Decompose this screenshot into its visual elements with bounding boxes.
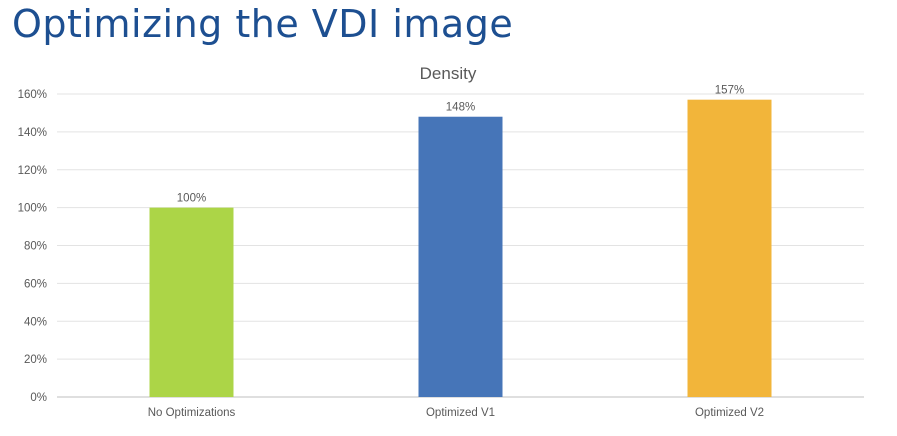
bar: [687, 99, 772, 398]
y-tick-label: 80%: [24, 241, 47, 253]
slide-title: Optimizing the VDI image: [12, 2, 514, 46]
y-axis: 0% 20% 40% 60% 80% 100% 120% 140% 160%: [18, 89, 47, 404]
y-tick-label: 120%: [18, 165, 47, 177]
x-tick-label: Optimized V1: [426, 407, 495, 419]
y-tick-label: 60%: [24, 278, 47, 290]
data-labels: 100% 148% 157%: [177, 85, 744, 205]
y-tick-label: 100%: [18, 203, 47, 215]
data-label: 157%: [715, 85, 744, 97]
x-tick-label: No Optimizations: [148, 407, 236, 419]
y-tick-label: 140%: [18, 127, 47, 139]
chart-title: Density: [420, 64, 477, 83]
y-tick-label: 20%: [24, 354, 47, 366]
bars: [149, 99, 772, 398]
x-tick-label: Optimized V2: [695, 407, 764, 419]
bar: [418, 116, 503, 397]
x-axis: No Optimizations Optimized V1 Optimized V2: [148, 407, 764, 419]
data-label: 148%: [446, 102, 475, 114]
y-tick-label: 40%: [24, 316, 47, 328]
data-label: 100%: [177, 193, 206, 205]
y-tick-label: 160%: [18, 89, 47, 101]
y-tick-label: 0%: [30, 392, 47, 404]
bar: [149, 207, 234, 397]
